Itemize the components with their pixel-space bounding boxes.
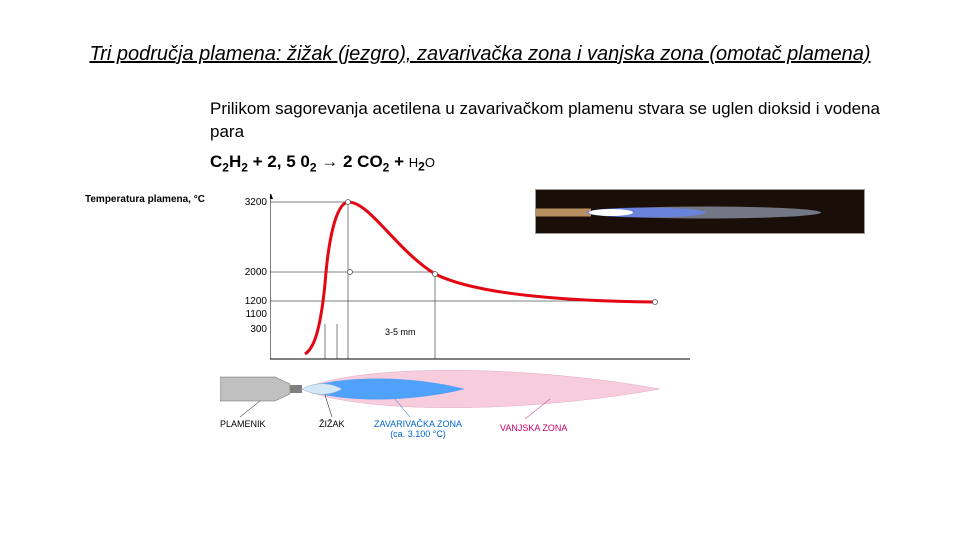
- y-tick: 300: [237, 324, 267, 335]
- y-tick: 3200: [237, 197, 267, 208]
- zavar-zone-label: ZAVARIVAČKA ZONA (ca. 3.100 °C): [358, 419, 478, 439]
- vanjska-zone-label: VANJSKA ZONA: [500, 423, 567, 433]
- description-text: Prilikom sagorevanja acetilena u zavariv…: [210, 98, 900, 144]
- y-tick: 1200: [237, 296, 267, 307]
- flame-photo: [535, 189, 865, 234]
- y-axis-label: Temperatura plamena, °C: [85, 194, 205, 205]
- diagram-area: Temperatura plamena, °C 3200200012001100…: [240, 194, 880, 474]
- y-tick: 2000: [237, 267, 267, 278]
- page-title: Tri područja plamena: žižak (jezgro), za…: [60, 40, 900, 68]
- distance-marker-label: 3-5 mm: [385, 327, 416, 337]
- flame-schematic: [220, 359, 740, 429]
- plamenik-label: PLAMENIK: [220, 419, 266, 429]
- y-tick: 1100: [237, 309, 267, 320]
- chemical-equation: C2H2 + 2, 5 02 → 2 CO2 + H2O: [210, 152, 900, 174]
- zizak-label: ŽIŽAK: [319, 419, 345, 429]
